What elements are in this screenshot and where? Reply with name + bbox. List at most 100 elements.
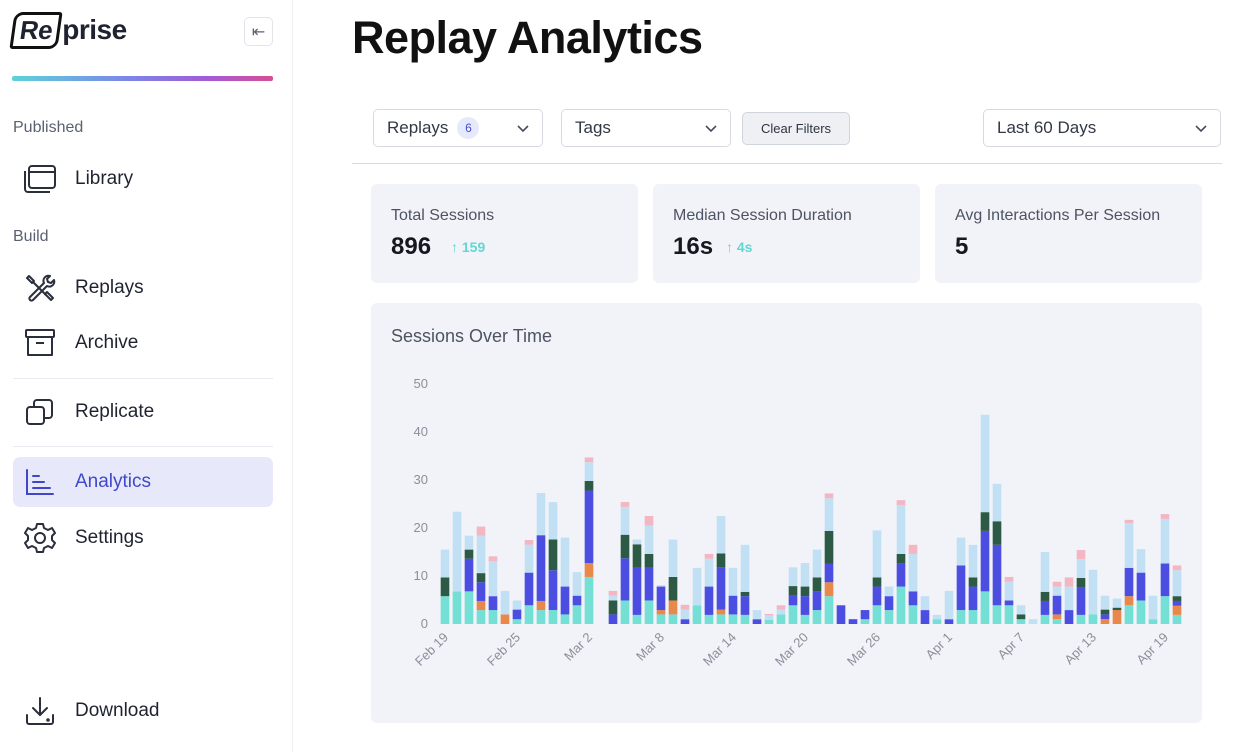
bar-segment	[740, 596, 750, 615]
date-range-dropdown[interactable]: Last 60 Days	[983, 109, 1221, 147]
bar-segment	[620, 506, 630, 535]
bar-segment	[716, 567, 726, 610]
bar-segment	[704, 558, 714, 587]
bar-segment	[1052, 619, 1062, 624]
bar-segment	[584, 576, 594, 624]
bar-segment	[1040, 552, 1050, 592]
bar-segment	[980, 591, 990, 624]
bar-segment	[788, 567, 798, 587]
bar-segment	[500, 590, 510, 615]
bar-segment	[1004, 581, 1014, 601]
bar-segment	[932, 614, 942, 620]
sidebar-item-replays[interactable]: Replays	[13, 263, 273, 313]
bar-segment	[764, 619, 774, 624]
sidebar-item-library[interactable]: Library	[13, 154, 273, 204]
bar-segment	[1100, 609, 1110, 615]
bar-segment	[548, 502, 558, 540]
bar-segment	[704, 614, 714, 624]
bar-segment	[560, 537, 570, 587]
stat-card-avg-interactions: Avg Interactions Per Session 5	[935, 184, 1202, 283]
bar-segment	[800, 563, 810, 587]
sidebar-item-label: Settings	[75, 527, 144, 548]
sidebar-item-download[interactable]: Download	[13, 686, 273, 736]
bar-segment	[548, 610, 558, 624]
bar-segment	[740, 544, 750, 592]
bar-segment	[1016, 619, 1026, 624]
bar-segment	[788, 586, 798, 596]
chevron-down-icon	[517, 125, 529, 133]
logo-rest-text: prise	[62, 14, 127, 45]
sidebar-item-label: Analytics	[75, 471, 152, 492]
bar-segment	[788, 605, 798, 624]
collapse-sidebar-button[interactable]: ⇤	[244, 17, 273, 46]
bar-segment	[728, 614, 738, 624]
bar-segment	[872, 577, 882, 587]
bar-segment	[944, 619, 954, 624]
tools-icon	[22, 270, 58, 306]
bar-segment	[584, 490, 594, 564]
bar-segment	[824, 582, 834, 597]
chevron-down-icon	[1195, 125, 1207, 133]
bar-segment	[464, 591, 474, 624]
sidebar-item-archive[interactable]: Archive	[13, 318, 273, 368]
bar-segment	[968, 577, 978, 587]
bar-segment	[584, 457, 594, 463]
clear-filters-button[interactable]: Clear Filters	[742, 112, 850, 145]
bar-segment	[656, 614, 666, 624]
bar-segment	[1172, 600, 1182, 606]
bar-segment	[1148, 595, 1158, 620]
bar-segment	[440, 577, 450, 597]
bar-segment	[668, 600, 678, 615]
stat-delta: ↑ 159	[451, 239, 486, 255]
bar-segment	[524, 540, 534, 545]
bar-segment	[956, 537, 966, 566]
bar-segment	[1064, 586, 1074, 611]
bar-segment	[860, 610, 870, 620]
reprise-logo[interactable]: Re prise	[9, 11, 127, 49]
bar-segment	[452, 591, 462, 624]
bar-segment	[920, 596, 930, 611]
bar-segment	[560, 614, 570, 624]
bar-segment	[608, 614, 618, 624]
bar-segment	[1076, 577, 1086, 588]
bar-segment	[536, 610, 546, 624]
sidebar-item-settings[interactable]: Settings	[13, 513, 273, 563]
bar-segment	[896, 500, 906, 505]
bar-segment	[824, 498, 834, 531]
y-tick-label: 20	[414, 520, 428, 535]
gear-icon	[22, 520, 58, 556]
bar-segment	[1064, 577, 1074, 587]
sidebar-item-analytics[interactable]: Analytics	[13, 457, 273, 507]
bar-segment	[776, 614, 786, 624]
bar-segment	[488, 556, 498, 562]
brand-gradient-bar	[12, 76, 273, 81]
bar-segment	[716, 614, 726, 624]
bar-segment	[1088, 614, 1098, 624]
chart-title: Sessions Over Time	[391, 326, 553, 346]
x-tick-label: Mar 20	[772, 630, 811, 669]
bar-segment	[1124, 523, 1134, 568]
sidebar-item-label: Replicate	[75, 401, 155, 422]
sidebar-item-replicate[interactable]: Replicate	[13, 387, 273, 437]
x-tick-label: Apr 19	[1133, 630, 1171, 668]
stat-label: Median Session Duration	[673, 207, 852, 224]
bar-segment	[968, 544, 978, 578]
bar-segment	[632, 614, 642, 624]
bar-segment	[620, 600, 630, 624]
stat-label: Avg Interactions Per Session	[955, 207, 1161, 224]
bar-segment	[1112, 610, 1122, 624]
bar-segment	[1172, 596, 1182, 601]
bar-segment	[728, 567, 738, 596]
logo-boxed-text: Re	[9, 11, 63, 49]
page-title: Replay Analytics	[352, 12, 703, 63]
tags-filter-dropdown[interactable]: Tags	[561, 109, 731, 147]
bar-segment	[896, 553, 906, 564]
bar-segment	[1076, 559, 1086, 578]
bar-segment	[584, 563, 594, 577]
bar-segment	[1004, 576, 1014, 582]
bar-segment	[776, 605, 786, 610]
replays-filter-dropdown[interactable]: Replays 6	[373, 109, 543, 147]
bar-segment	[1136, 572, 1146, 601]
stat-value: 16s	[673, 233, 714, 260]
bar-segment	[680, 604, 690, 610]
